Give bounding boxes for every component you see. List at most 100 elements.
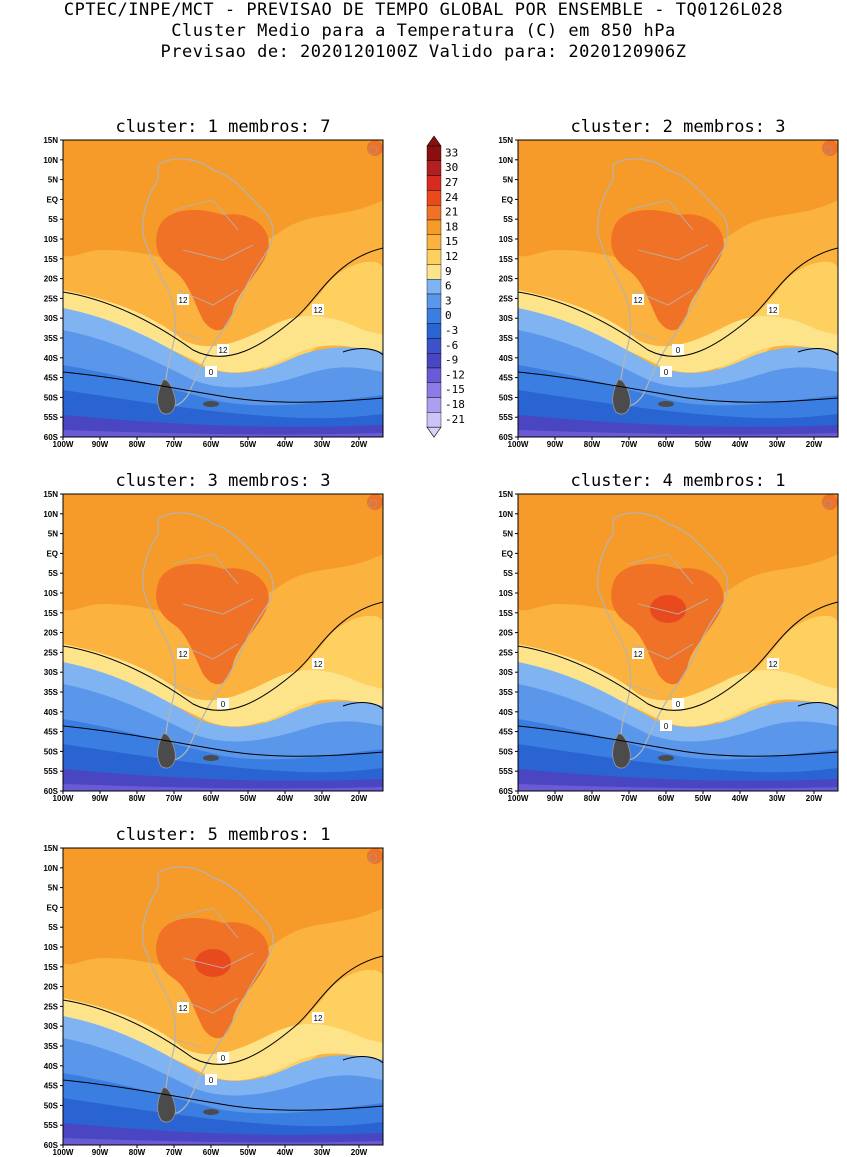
lat-tick-label: 5N bbox=[503, 176, 513, 185]
contour-label: 12 bbox=[314, 660, 323, 669]
lat-tick-label: 25S bbox=[44, 294, 59, 303]
contour-label: 0 bbox=[664, 368, 669, 377]
contour-label-bg bbox=[312, 304, 324, 315]
lon-tick-label: 60W bbox=[658, 794, 675, 803]
contour-label-bg bbox=[767, 658, 779, 669]
contour-label-bg bbox=[672, 344, 684, 355]
lon-tick-label: 20W bbox=[351, 1148, 368, 1157]
colorbar-box bbox=[426, 338, 442, 354]
lat-tick-label: 50S bbox=[44, 393, 59, 402]
lon-tick-label: 100W bbox=[53, 794, 74, 803]
colorbar-box bbox=[426, 308, 442, 324]
contour-label: 0 bbox=[209, 1076, 214, 1085]
lon-tick-label: 80W bbox=[584, 794, 601, 803]
contour-label-bg bbox=[177, 1002, 189, 1013]
lat-tick-label: 60S bbox=[499, 433, 514, 442]
lon-tick-label: 100W bbox=[508, 794, 529, 803]
panel-title: cluster: 5 membros: 1 bbox=[116, 825, 331, 845]
lat-tick-label: 5S bbox=[503, 215, 513, 224]
lat-tick-label: 5N bbox=[503, 530, 513, 539]
map-panel-1: 12 12 12 0 15N 10N 5N EQ 5S 10S 15S 20S 25S 30S 35S 40S… bbox=[43, 117, 384, 449]
lat-tick-label: EQ bbox=[46, 903, 58, 912]
lon-tick-label: 60W bbox=[203, 794, 220, 803]
colorbar-label: 15 bbox=[445, 235, 458, 248]
lat-tick-label: 55S bbox=[44, 1121, 59, 1130]
lat-tick-label: 45S bbox=[499, 374, 514, 383]
lon-tick-label: 80W bbox=[129, 1148, 146, 1157]
lat-tick-label: 15S bbox=[499, 255, 514, 264]
lat-tick-label: 60S bbox=[44, 1141, 59, 1150]
colorbar-box bbox=[426, 352, 442, 369]
temperature-field bbox=[518, 494, 838, 791]
lon-tick-label: 70W bbox=[166, 794, 183, 803]
lat-tick-label: 10S bbox=[44, 589, 59, 598]
colorbar-box bbox=[426, 367, 442, 384]
lat-tick-label: 50S bbox=[499, 393, 514, 402]
lon-tick-label: 70W bbox=[621, 794, 638, 803]
contour-label: 12 bbox=[634, 296, 643, 305]
lat-tick-label: EQ bbox=[501, 195, 513, 204]
colorbar-label: -9 bbox=[445, 354, 458, 367]
lat-tick-label: 10N bbox=[43, 510, 58, 519]
colorbar-label: 6 bbox=[445, 280, 452, 293]
lat-tick-label: 5S bbox=[48, 215, 58, 224]
lat-tick-label: 45S bbox=[44, 374, 59, 383]
lat-tick-label: 5N bbox=[48, 530, 58, 539]
lat-tick-label: 5N bbox=[48, 176, 58, 185]
lat-tick-label: 15N bbox=[43, 844, 58, 853]
lat-tick-label: 10S bbox=[44, 943, 59, 952]
map-panel-5: 12 12 0 0 15N 10N 5N EQ 5S 10S 15S 20S 25S 30S 35S 40S 4… bbox=[43, 825, 384, 1157]
lat-tick-label: EQ bbox=[46, 549, 58, 558]
lon-tick-label: 20W bbox=[806, 794, 823, 803]
lon-tick-label: 70W bbox=[166, 440, 183, 449]
colorbar-box bbox=[426, 293, 442, 310]
lat-tick-label: 15N bbox=[43, 136, 58, 145]
lat-tick-label: 40S bbox=[44, 1062, 59, 1071]
lat-tick-label: 15N bbox=[498, 490, 513, 499]
lat-tick-label: 40S bbox=[44, 708, 59, 717]
colorbar-box bbox=[426, 397, 442, 413]
lon-tick-label: 20W bbox=[351, 440, 368, 449]
lat-tick-label: 40S bbox=[44, 354, 59, 363]
lon-tick-label: 30W bbox=[314, 794, 331, 803]
lon-tick-label: 60W bbox=[203, 1148, 220, 1157]
lat-tick-label: 55S bbox=[44, 413, 59, 422]
lon-tick-label: 50W bbox=[695, 794, 712, 803]
lat-tick-label: 15S bbox=[44, 255, 59, 264]
lat-tick-label: 35S bbox=[44, 1042, 59, 1051]
lat-tick-label: 10S bbox=[44, 235, 59, 244]
colorbar-top-arrow bbox=[426, 135, 442, 147]
contour-label: 12 bbox=[769, 660, 778, 669]
lat-tick-label: 55S bbox=[44, 767, 59, 776]
contour-label: 0 bbox=[676, 700, 681, 709]
lon-tick-label: 20W bbox=[806, 440, 823, 449]
lon-tick-label: 80W bbox=[129, 440, 146, 449]
lon-tick-label: 90W bbox=[547, 440, 564, 449]
lat-tick-label: 15S bbox=[44, 963, 59, 972]
lat-tick-label: 15S bbox=[44, 609, 59, 618]
temperature-field bbox=[63, 140, 383, 437]
lon-tick-label: 100W bbox=[53, 440, 74, 449]
lat-tick-label: 40S bbox=[499, 708, 514, 717]
contour-label-bg bbox=[660, 720, 672, 731]
contour-label-bg bbox=[217, 1052, 229, 1063]
lat-tick-label: 20S bbox=[44, 629, 59, 638]
temperature-field bbox=[63, 494, 383, 791]
lat-tick-label: 45S bbox=[499, 728, 514, 737]
contour-label: 12 bbox=[314, 306, 323, 315]
colorbar-label: 0 bbox=[445, 309, 452, 322]
colorbar-label: -18 bbox=[445, 398, 465, 411]
colorbar-box bbox=[426, 323, 442, 339]
colorbar-box bbox=[426, 145, 442, 162]
lon-tick-label: 50W bbox=[240, 794, 257, 803]
lat-tick-label: 55S bbox=[499, 413, 514, 422]
lat-tick-label: 5S bbox=[503, 569, 513, 578]
header-title-line-3: Previsao de: 2020120100Z Valido para: 20… bbox=[160, 42, 687, 62]
lat-tick-label: 5S bbox=[48, 569, 58, 578]
colorbar-box bbox=[426, 234, 442, 250]
lat-tick-label: 35S bbox=[44, 688, 59, 697]
lon-tick-label: 50W bbox=[240, 1148, 257, 1157]
lon-tick-label: 80W bbox=[584, 440, 601, 449]
lon-tick-label: 40W bbox=[277, 440, 294, 449]
